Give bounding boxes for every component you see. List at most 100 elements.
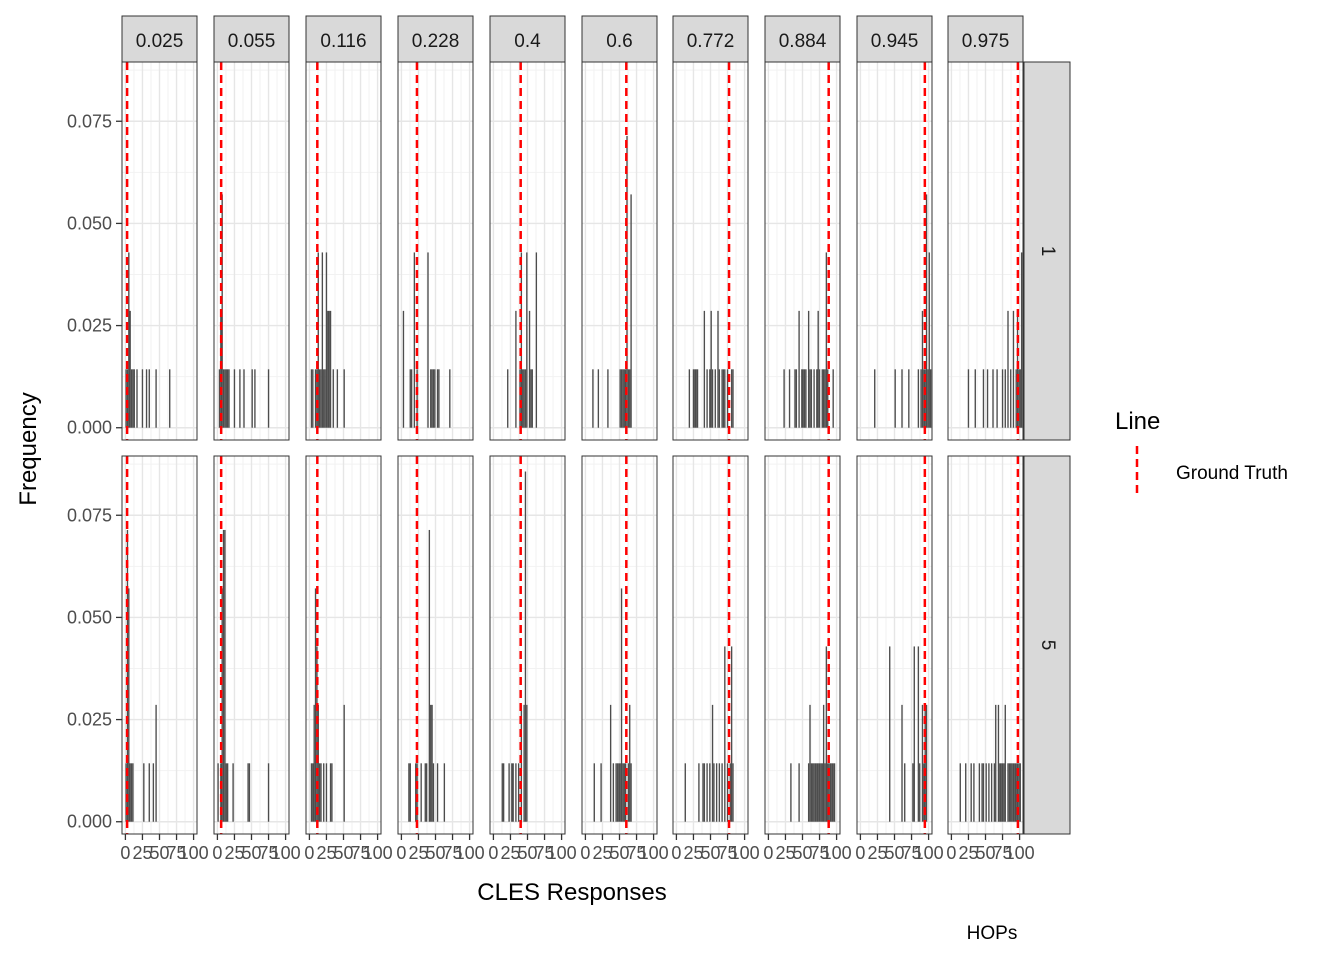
histogram-bar: [1011, 763, 1013, 822]
histogram-bar: [1007, 763, 1009, 822]
x-tick-label: 0: [855, 843, 865, 863]
histogram-bar: [997, 704, 1000, 822]
y-tick-label: 0.050: [67, 607, 112, 627]
facet-panel: [489, 455, 566, 835]
x-tick-label: 100: [639, 843, 669, 863]
histogram-bar: [224, 369, 226, 428]
histogram-bar: [730, 369, 733, 428]
histogram-bar: [432, 369, 435, 428]
y-tick-label: 0.025: [67, 710, 112, 730]
histogram-bar: [990, 763, 993, 822]
histogram-bar: [425, 763, 428, 822]
histogram-bar: [818, 763, 821, 822]
histogram-bar: [528, 310, 531, 428]
histogram-bar: [408, 763, 410, 822]
histogram-bar: [923, 763, 925, 822]
column-strip: 0.228: [397, 15, 474, 63]
legend-title: Line: [1115, 408, 1160, 435]
histogram-bar: [133, 369, 135, 428]
histogram-bar: [724, 369, 726, 428]
column-strip: 0.055: [213, 15, 290, 63]
histogram-bar: [228, 369, 230, 428]
x-tick-label: 75: [259, 843, 279, 863]
histogram-bar: [248, 763, 251, 822]
histogram-bar: [974, 369, 976, 428]
x-tick-label: 0: [580, 843, 590, 863]
histogram-bar: [329, 310, 332, 428]
histogram-bar: [217, 763, 219, 822]
x-tick-label: 25: [132, 843, 152, 863]
histogram-bar: [965, 763, 967, 822]
x-tick-label: 0: [212, 843, 222, 863]
histogram-bar: [251, 369, 253, 428]
column-strip-label: 0.975: [962, 31, 1010, 52]
panel-border: [305, 61, 382, 441]
facet-panel: [305, 61, 382, 441]
histogram-bar: [696, 369, 699, 428]
panel-border: [121, 61, 198, 441]
histogram-bar: [982, 369, 985, 428]
histogram-bar: [829, 763, 832, 822]
facet-panel: [397, 61, 474, 441]
legend-label-ground-truth: Ground Truth: [1176, 463, 1288, 484]
histogram-bar: [523, 704, 525, 822]
column-strip-box: [947, 15, 1024, 63]
histogram-bar: [721, 369, 723, 428]
histogram-bar: [329, 763, 332, 822]
facet-panel: [947, 61, 1024, 441]
histogram-bar: [729, 763, 731, 822]
histogram-bar: [717, 310, 719, 428]
histogram-bar: [623, 369, 625, 428]
histogram-bar: [822, 369, 825, 428]
histogram-bar: [524, 369, 527, 428]
histogram-bar: [126, 529, 129, 822]
histogram-bar: [143, 763, 145, 822]
histogram-bar: [818, 369, 821, 428]
histogram-bar: [620, 369, 623, 428]
histogram-bar: [992, 369, 994, 428]
histogram-bar: [821, 763, 823, 822]
x-tick-label: 100: [363, 843, 393, 863]
histogram-bar: [828, 763, 830, 822]
x-tick-label: 100: [271, 843, 301, 863]
x-tick-label: 75: [167, 843, 187, 863]
x-tick-label: 75: [627, 843, 647, 863]
x-tick-label: 0: [671, 843, 681, 863]
histogram-bar: [924, 704, 926, 822]
histogram-bar: [978, 763, 981, 822]
histogram-bar: [243, 369, 245, 428]
x-tick-label: 25: [500, 843, 520, 863]
histogram-bar: [1010, 763, 1012, 822]
histogram-bar: [629, 369, 631, 428]
x-tick-label: 50: [241, 843, 261, 863]
histogram-bar: [535, 252, 538, 428]
x-tick-label: 100: [455, 843, 485, 863]
histogram-bar: [600, 763, 602, 822]
histogram-bar: [1003, 763, 1005, 822]
histogram-bar: [622, 369, 624, 428]
facet-panel: [397, 455, 474, 835]
histogram-bar: [986, 369, 989, 428]
histogram-bar: [416, 763, 418, 822]
histogram-bar: [431, 704, 433, 822]
histogram-bar: [619, 763, 621, 822]
histogram-bar: [927, 369, 929, 428]
histogram-bar: [831, 763, 833, 822]
x-tick-label: 75: [443, 843, 463, 863]
histogram-bar: [343, 704, 345, 822]
column-strip: 0.6: [581, 15, 658, 63]
column-strip-label: 0.055: [228, 31, 276, 52]
histogram-bar: [218, 369, 221, 428]
histogram-bar: [318, 369, 321, 428]
histogram-bar: [615, 763, 617, 822]
histogram-bar: [706, 369, 708, 428]
histogram-bar: [125, 369, 127, 428]
histogram-bar: [626, 135, 628, 428]
histogram-bar: [597, 369, 600, 428]
y-tick-label: 0.000: [67, 418, 112, 438]
histogram-bar: [507, 369, 509, 428]
histogram-bar: [788, 369, 791, 428]
